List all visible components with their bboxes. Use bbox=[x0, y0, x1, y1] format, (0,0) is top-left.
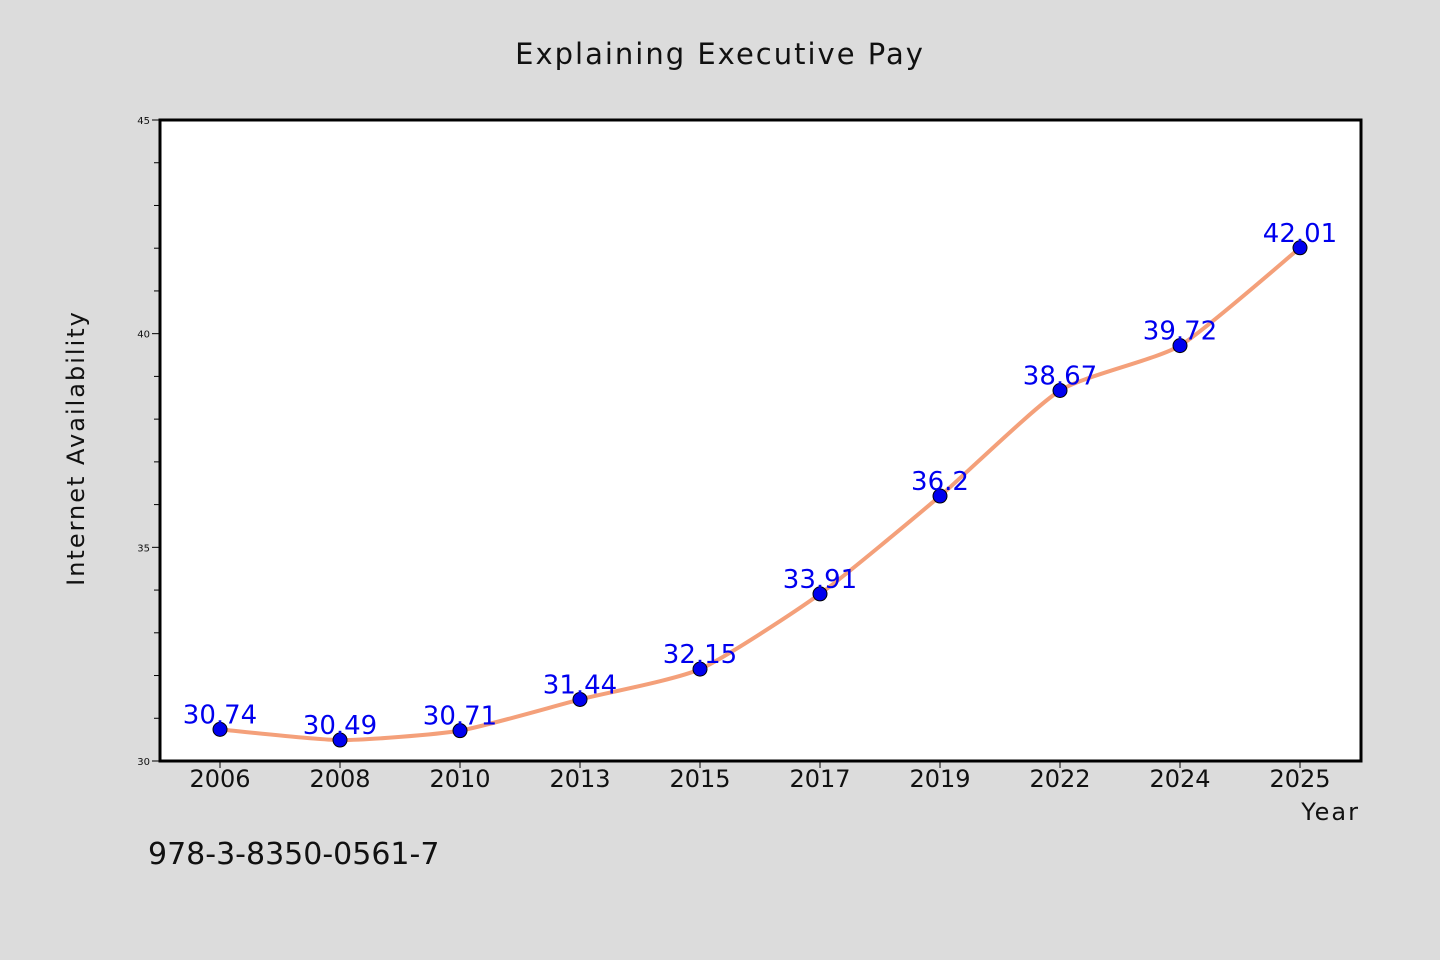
y-tick-label: 35 bbox=[137, 543, 150, 554]
x-axis-label: Year bbox=[1300, 798, 1360, 826]
plot-frame bbox=[158, 118, 1363, 763]
x-tick-label: 2013 bbox=[549, 765, 610, 793]
data-label: 30.71 bbox=[423, 702, 497, 732]
y-tick-label: 30 bbox=[137, 757, 150, 768]
y-tick-label: 40 bbox=[137, 330, 150, 341]
series-marker-layer bbox=[212, 240, 1308, 748]
data-label: 38.67 bbox=[1023, 362, 1097, 392]
footer-code: 978-3-8350-0561-7 bbox=[148, 837, 439, 872]
data-point bbox=[1292, 240, 1308, 256]
data-point bbox=[572, 691, 588, 707]
data-label: 39.72 bbox=[1143, 317, 1217, 347]
data-point bbox=[692, 661, 708, 677]
y-tick-label: 45 bbox=[137, 116, 150, 127]
x-tick-label: 2010 bbox=[429, 765, 490, 793]
data-point bbox=[932, 488, 948, 504]
axis-ticks: 30 35 40 45 2006 2008 2010 2013 2015 2017 2019 2022… bbox=[137, 116, 1330, 793]
data-label: 30.49 bbox=[303, 711, 377, 741]
plot-area bbox=[160, 120, 1361, 761]
data-point bbox=[452, 723, 468, 739]
x-tick-label: 2019 bbox=[909, 765, 970, 793]
x-tick-label: 2025 bbox=[1269, 765, 1330, 793]
x-tick-label: 2022 bbox=[1029, 765, 1090, 793]
series-line-layer bbox=[218, 245, 1302, 743]
series-line bbox=[218, 245, 1302, 743]
data-label: 33.91 bbox=[783, 565, 857, 595]
x-tick-label: 2017 bbox=[789, 765, 850, 793]
data-label: 36.2 bbox=[911, 467, 969, 497]
data-point bbox=[332, 732, 348, 748]
data-point bbox=[812, 586, 828, 602]
data-point bbox=[1172, 338, 1188, 354]
data-point bbox=[1052, 383, 1068, 399]
data-label: 32.15 bbox=[663, 640, 737, 670]
chart-title: Explaining Executive Pay bbox=[515, 37, 925, 71]
data-point bbox=[212, 721, 228, 737]
data-label-layer: 30.74 30.49 30.71 31.44 32.15 33.91 36.2 38.67 3… bbox=[183, 219, 1337, 741]
y-axis-label: Internet Availability bbox=[62, 310, 90, 586]
x-tick-label: 2015 bbox=[669, 765, 730, 793]
data-label: 31.44 bbox=[543, 670, 617, 700]
x-tick-label: 2008 bbox=[309, 765, 370, 793]
data-label: 30.74 bbox=[183, 700, 257, 730]
x-tick-label: 2024 bbox=[1149, 765, 1210, 793]
data-label: 42.01 bbox=[1263, 219, 1337, 249]
x-tick-label: 2006 bbox=[189, 765, 250, 793]
